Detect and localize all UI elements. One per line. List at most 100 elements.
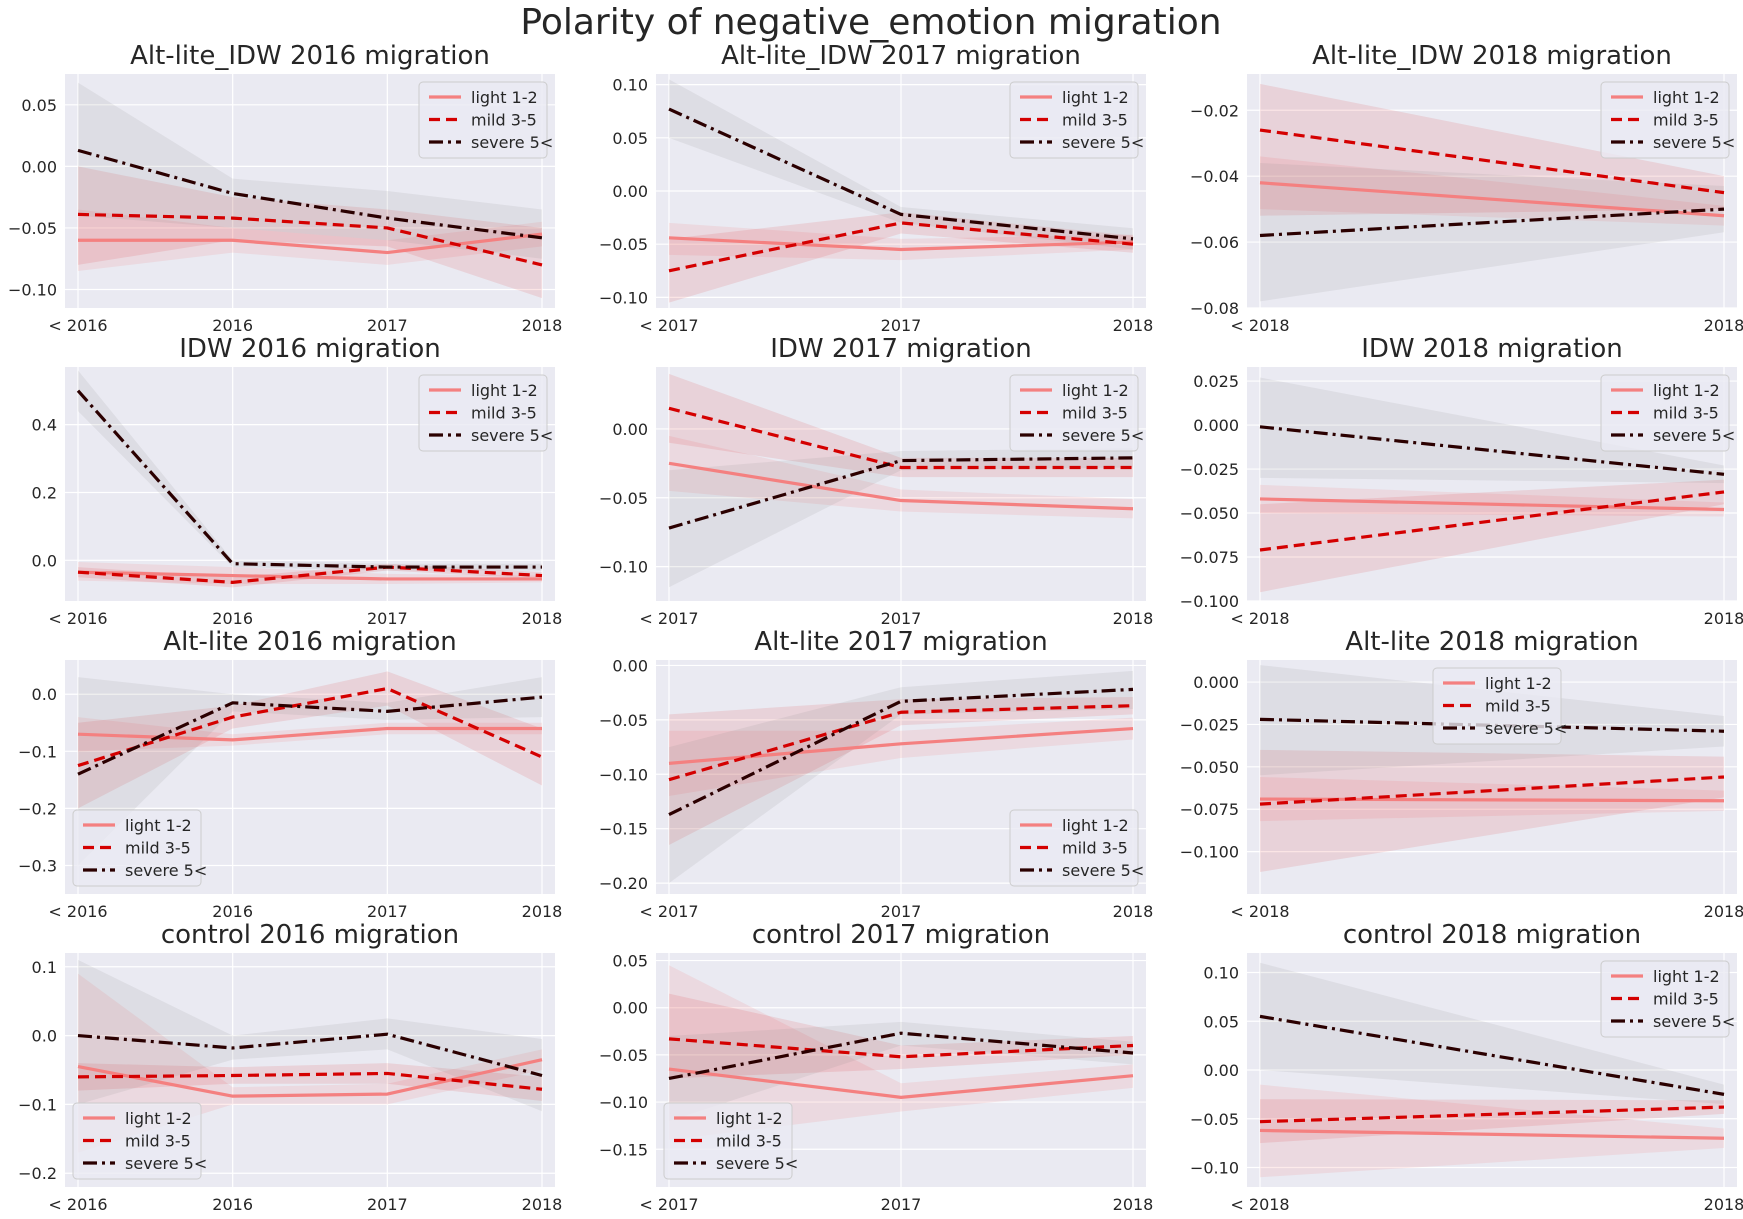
subplot-grid: Alt-lite_IDW 2016 migration 0.05 0.00 −0.05… (8, 41, 1743, 1214)
x-tick-label: 2018 (1113, 902, 1154, 921)
legend-label: light 1-2 (125, 1109, 192, 1128)
y-tick-label: 0.025 (1193, 372, 1239, 391)
series-line-severe-5 (1259, 717, 1725, 733)
y-tick-label: −0.10 (599, 765, 648, 784)
series-line-light-1-2 (668, 461, 1134, 511)
y-tick-label: 0.00 (612, 999, 648, 1018)
y-tick-label: −0.05 (8, 219, 57, 238)
y-tick-label: −0.06 (1190, 233, 1239, 252)
x-tick-label: 2017 (367, 902, 408, 921)
y-tick-label: −0.3 (18, 856, 57, 875)
legend-box (1600, 81, 1730, 159)
series-line-mild-3-5 (1259, 490, 1725, 552)
legend-box (72, 809, 202, 887)
legend-label: severe 5< (471, 426, 553, 445)
y-tick-label: −0.10 (599, 288, 648, 307)
legend: light 1-2 mild 3-5 severe 5< (1009, 809, 1144, 887)
legend-label: mild 3-5 (1653, 990, 1719, 1009)
subplot-control-2017-migration: control 2017 migration 0.05 0.00 −0.05 −0.10… (599, 920, 1153, 1214)
legend-label: light 1-2 (1653, 88, 1720, 107)
subplot-alt-lite-2018-migration: Alt-lite 2018 migration 0.000 −0.025 −0.050… (1180, 627, 1743, 921)
subplot-title: IDW 2016 migration (179, 334, 441, 364)
y-tick-label: 0.05 (612, 129, 648, 148)
series-line-severe-5 (668, 107, 1134, 241)
y-tick-label: −0.10 (599, 558, 648, 577)
y-tick-label: 0.0 (32, 1027, 57, 1046)
series-line-severe-5 (77, 1032, 543, 1078)
y-tick-label: −0.08 (1190, 299, 1239, 318)
ci-band-light-1-2 (1260, 1084, 1724, 1178)
legend-label: mild 3-5 (125, 1132, 191, 1151)
y-tick-label: −0.10 (599, 1093, 648, 1112)
legend-label: mild 3-5 (1485, 697, 1551, 716)
subplot-control-2016-migration: control 2016 migration 0.1 0.0 −0.1 −0.2 < 20… (18, 920, 562, 1214)
legend-label: light 1-2 (1062, 816, 1129, 835)
y-tick-label: −0.050 (1180, 758, 1239, 777)
x-tick-label: 2016 (212, 1195, 253, 1214)
legend-box (663, 1102, 793, 1180)
y-tick-label: −0.1 (18, 1095, 57, 1114)
y-tick-label: −0.02 (1190, 101, 1239, 120)
legend: light 1-2 mild 3-5 severe 5< (1600, 81, 1735, 159)
legend-label: mild 3-5 (1062, 111, 1128, 130)
legend-label: light 1-2 (125, 816, 192, 835)
series-line-light-1-2 (77, 570, 542, 581)
legend: light 1-2 mild 3-5 severe 5< (1009, 81, 1144, 159)
legend-label: severe 5< (1062, 861, 1144, 880)
legend-label: light 1-2 (471, 88, 538, 107)
ci-band-mild-3-5 (669, 697, 1133, 846)
legend-label: light 1-2 (1485, 674, 1552, 693)
series-line-severe-5 (1259, 207, 1725, 238)
subplot-idw-2017-migration: IDW 2017 migration 0.00 −0.05 −0.10 < 2017 20… (599, 334, 1153, 628)
ci-band-light-1-2 (1260, 484, 1724, 517)
legend-box (418, 374, 548, 452)
subplot-title: Alt-lite 2017 migration (754, 627, 1047, 657)
series-line-light-1-2 (1259, 181, 1725, 218)
legend: light 1-2 mild 3-5 severe 5< (1600, 374, 1735, 452)
ci-band-severe-5 (669, 670, 1133, 884)
subplot-title: Alt-lite_IDW 2016 migration (130, 41, 490, 71)
x-tick-label: 2018 (522, 609, 563, 628)
x-tick-label: < 2016 (48, 1195, 107, 1214)
y-tick-label: 0.000 (1193, 416, 1239, 435)
y-tick-label: −0.1 (18, 742, 57, 761)
subplot-title: control 2018 migration (1343, 920, 1641, 950)
series-line-light-1-2 (668, 236, 1134, 252)
series-line-severe-5 (1259, 1014, 1725, 1096)
ci-band-mild-3-5 (669, 373, 1133, 478)
series-line-mild-3-5 (1259, 1105, 1725, 1124)
legend: light 1-2 mild 3-5 severe 5< (1009, 374, 1144, 452)
legend-label: severe 5< (1653, 133, 1735, 152)
series-line-mild-3-5 (668, 221, 1134, 273)
subplot-alt-lite-idw-2018-migration: Alt-lite_IDW 2018 migration −0.02 −0.04 −0.… (1190, 41, 1743, 335)
legend-box (1009, 809, 1139, 887)
y-tick-label: −0.050 (1180, 504, 1239, 523)
y-tick-label: 0.05 (612, 952, 648, 971)
y-tick-label: 0.00 (612, 420, 648, 439)
legend-box (1009, 374, 1139, 452)
subplot-title: Alt-lite 2016 migration (163, 627, 456, 657)
x-tick-label: < 2017 (639, 316, 698, 335)
x-tick-label: < 2017 (639, 1195, 698, 1214)
ci-band-light-1-2 (669, 965, 1133, 1140)
y-tick-label: 0.00 (612, 656, 648, 675)
y-tick-label: −0.05 (1190, 1110, 1239, 1129)
legend-label: light 1-2 (1653, 967, 1720, 986)
legend: light 1-2 mild 3-5 severe 5< (72, 809, 207, 887)
ci-band-severe-5 (1260, 162, 1724, 302)
subplot-title: IDW 2018 migration (1361, 334, 1623, 364)
subplot-title: IDW 2017 migration (770, 334, 1032, 364)
ci-band-severe-5 (669, 1021, 1133, 1121)
legend-label: light 1-2 (471, 381, 538, 400)
legend-label: light 1-2 (716, 1109, 783, 1128)
series-line-mild-3-5 (77, 1071, 543, 1091)
y-tick-label: −0.2 (18, 1164, 57, 1183)
x-tick-label: 2018 (1704, 1195, 1743, 1214)
subplot-idw-2018-migration: IDW 2018 migration 0.025 0.000 −0.025 −0.050… (1180, 334, 1743, 628)
ci-band-mild-3-5 (78, 1063, 542, 1101)
x-tick-label: 2018 (1113, 1195, 1154, 1214)
legend-label: mild 3-5 (716, 1132, 782, 1151)
y-tick-label: 0.4 (32, 416, 57, 435)
subplot-title: control 2017 migration (752, 920, 1050, 950)
